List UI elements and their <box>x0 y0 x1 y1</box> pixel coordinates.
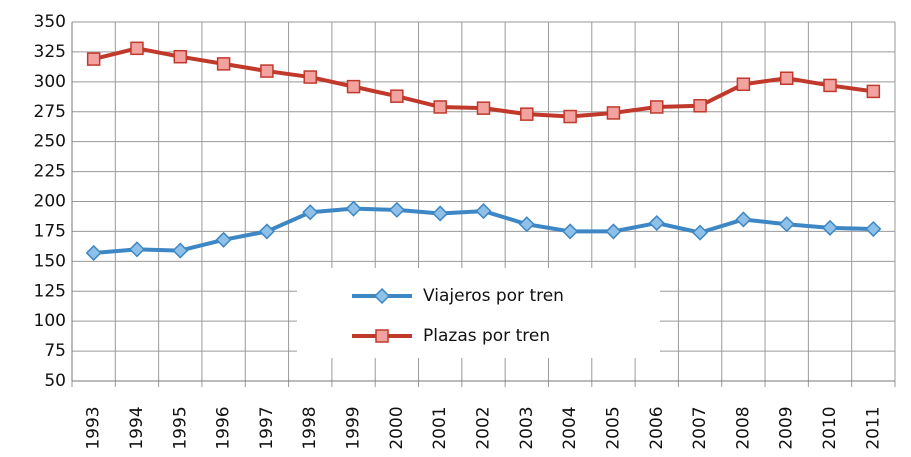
marker <box>432 205 449 222</box>
x-tick-label: 2003 <box>517 406 537 449</box>
marker <box>563 109 577 124</box>
x-tick-label: 2011 <box>863 406 883 449</box>
marker <box>735 211 752 228</box>
marker <box>475 203 492 220</box>
marker <box>736 77 751 91</box>
marker <box>778 216 795 233</box>
y-tick-label: 50 <box>44 371 66 391</box>
marker <box>605 223 622 240</box>
marker <box>518 216 535 233</box>
marker <box>130 41 144 56</box>
marker <box>216 57 231 71</box>
marker <box>650 100 664 114</box>
marker <box>345 200 362 217</box>
marker <box>433 100 447 114</box>
marker <box>215 231 232 248</box>
y-tick-label: 325 <box>34 42 66 62</box>
marker <box>823 78 837 93</box>
marker <box>346 79 361 94</box>
x-tick-label: 1996 <box>214 406 234 449</box>
y-tick-label: 200 <box>34 192 66 212</box>
x-tick-label: 2006 <box>647 406 667 449</box>
x-tick-label: 1997 <box>257 406 277 449</box>
marker <box>303 70 317 84</box>
x-tick-label: 2005 <box>603 406 623 449</box>
legend-label: Viajeros por tren <box>423 286 564 306</box>
marker <box>865 220 882 238</box>
marker <box>373 287 391 305</box>
x-tick-label: 2008 <box>733 406 753 449</box>
x-tick-label: 1994 <box>127 406 147 449</box>
marker <box>258 223 275 240</box>
legend-box <box>297 268 660 358</box>
x-tick-label: 2004 <box>560 406 580 449</box>
y-tick-label: 250 <box>34 132 66 152</box>
x-tick-label: 1999 <box>344 406 364 449</box>
y-tick-label: 300 <box>34 72 66 92</box>
x-tick-label: 1998 <box>300 406 320 449</box>
marker <box>302 204 319 221</box>
marker <box>693 99 707 113</box>
marker <box>172 242 189 259</box>
x-tick-label: 2002 <box>474 406 494 449</box>
marker <box>86 52 101 66</box>
y-tick-label: 225 <box>34 162 66 182</box>
marker <box>866 84 881 99</box>
marker <box>375 329 389 343</box>
marker <box>260 64 274 78</box>
marker <box>173 49 188 64</box>
x-tick-label: 2009 <box>777 406 797 449</box>
y-tick-label: 350 <box>34 12 66 32</box>
legend-label: Plazas por tren <box>423 326 550 346</box>
x-tick-label: 2001 <box>430 406 450 449</box>
marker <box>779 71 794 85</box>
y-tick-label: 150 <box>34 251 66 271</box>
marker <box>821 219 839 236</box>
marker <box>388 201 405 218</box>
marker <box>390 89 404 103</box>
marker <box>648 214 665 232</box>
marker <box>128 241 146 258</box>
y-tick-label: 125 <box>34 281 66 301</box>
marker <box>606 106 621 120</box>
x-tick-label: 1995 <box>170 406 190 449</box>
marker <box>476 101 491 115</box>
marker <box>562 223 579 240</box>
x-tick-label: 2010 <box>820 406 840 449</box>
marker <box>692 224 709 241</box>
x-tick-label: 1993 <box>84 406 104 449</box>
y-tick-label: 100 <box>34 311 66 331</box>
x-tick-label: 2007 <box>690 406 710 449</box>
y-tick-label: 75 <box>44 341 66 361</box>
marker <box>85 244 102 262</box>
x-tick-label: 2000 <box>387 406 407 449</box>
y-tick-label: 175 <box>34 221 66 241</box>
y-tick-label: 275 <box>34 102 66 122</box>
marker <box>520 107 534 121</box>
